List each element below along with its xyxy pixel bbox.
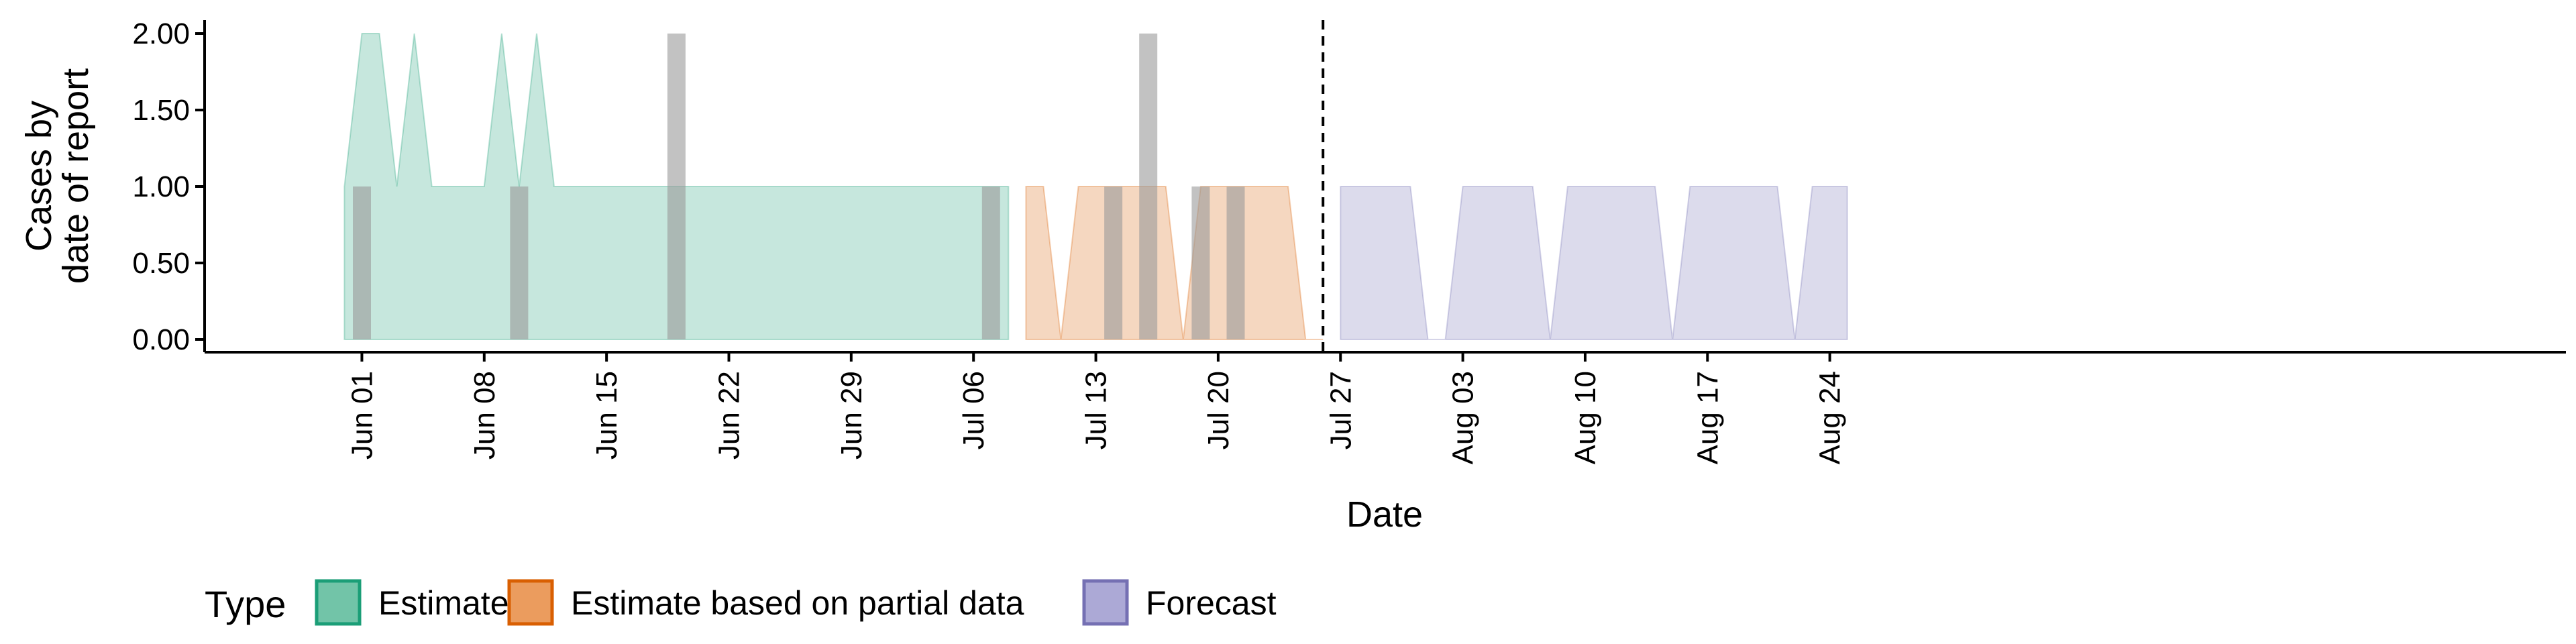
- y-axis-title-line-1: Cases by: [19, 101, 59, 252]
- x-tick-label-1: Jun 08: [468, 371, 501, 460]
- x-tick-label-8: Jul 27: [1324, 371, 1357, 449]
- x-tick-label-6: Jul 13: [1080, 371, 1113, 449]
- x-tick-label-7: Jul 20: [1202, 371, 1235, 449]
- reported-bar-5: [1139, 34, 1158, 339]
- legend-key-1: [507, 579, 554, 626]
- area-series-1: [1025, 186, 1324, 340]
- x-tick-label-4: Jun 29: [835, 371, 868, 460]
- legend-title: Type: [205, 583, 286, 625]
- area-series-2: [1340, 186, 1848, 340]
- x-tick-label-12: Aug 24: [1814, 371, 1847, 464]
- legend-label-0: Estimate: [378, 584, 509, 622]
- x-tick-label-2: Jun 15: [590, 371, 623, 460]
- axes: 0.00 0.50 1.00 1.50 2.00 Jun 01 Jun 08 Jun 15 Ju…: [132, 17, 2566, 464]
- x-tick-label-11: Aug 17: [1691, 371, 1724, 464]
- legend-label-2: Forecast: [1146, 584, 1277, 622]
- x-tick-label-0: Jun 01: [346, 371, 379, 460]
- y-tick-label-3: 1.50: [132, 94, 190, 127]
- legend-key-0: [315, 579, 362, 626]
- y-tick-label-0: 0.00: [132, 323, 190, 356]
- reported-bar-2: [667, 34, 686, 339]
- y-tick-label-4: 2.00: [132, 17, 190, 50]
- x-tick-label-3: Jun 22: [713, 371, 746, 460]
- legend-key-2: [1082, 579, 1129, 626]
- y-axis-title-line-2: date of report: [56, 68, 96, 284]
- x-tick-label-10: Aug 10: [1569, 371, 1602, 464]
- reported-bar-1: [510, 186, 529, 339]
- y-tick-label-2: 1.00: [132, 170, 190, 203]
- x-tick-label-9: Aug 03: [1447, 371, 1480, 464]
- reported-bar-6: [1191, 186, 1210, 339]
- plot-area: [343, 20, 1848, 352]
- reported-bar-3: [981, 186, 1000, 339]
- legend-label-1: Estimate based on partial data: [571, 584, 1024, 622]
- y-tick-label-1: 0.50: [132, 247, 190, 280]
- reported-bar-7: [1226, 186, 1245, 339]
- x-axis-title: Date: [1346, 494, 1423, 535]
- reported-bar-4: [1104, 186, 1123, 339]
- reported-bar-0: [353, 186, 371, 339]
- legend: Type Estimate Estimate based on partial d…: [205, 579, 1277, 626]
- x-tick-label-5: Jul 06: [957, 371, 990, 449]
